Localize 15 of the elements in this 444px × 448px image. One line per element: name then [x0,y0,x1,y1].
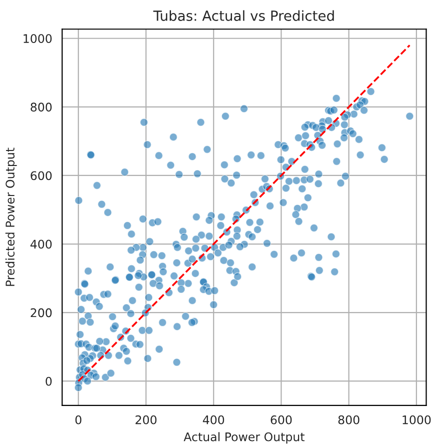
x-tick-label: 800 [338,415,360,424]
y-tick-label: 600 [30,171,52,180]
y-axis-title: Predicted Power Output [5,148,17,286]
y-tick-label: 200 [30,308,52,318]
y-tick-label: 1000 [24,34,52,44]
y-tick-label: 800 [30,102,52,112]
chart-title: Tubas: Actual vs Predicted [153,10,334,21]
x-tick-label: 0 [75,415,82,424]
x-axis-title: Actual Power Output [184,432,305,444]
x-tick-label: 200 [136,415,156,424]
y-tick-label: 400 [30,240,52,249]
y-tick-label: 0 [46,376,52,386]
x-tick-label: 400 [202,415,224,424]
x-tick-label: 1000 [402,415,431,424]
x-tick-label: 600 [270,415,292,424]
